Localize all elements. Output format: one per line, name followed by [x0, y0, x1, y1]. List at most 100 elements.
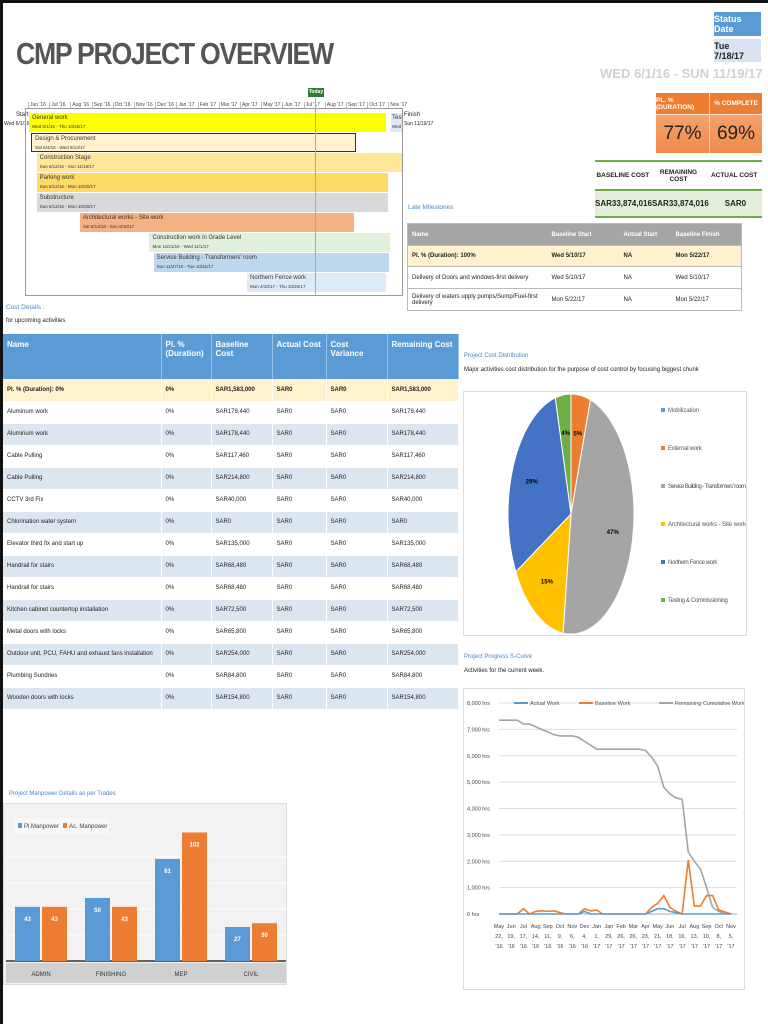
cost-cell: SAR178,440 [387, 401, 459, 424]
cost-cell: Kitchen cabinet countertop installation [3, 599, 162, 622]
late-milestones-table: Name Baseline Start Actual Start Baselin… [407, 223, 742, 311]
cost-cell: SAR0 [272, 621, 327, 644]
month-label: Jan '17 [176, 102, 195, 108]
bar-data-label: 43 [121, 917, 128, 923]
cost-cell: SAR0 [272, 379, 327, 402]
x-tick-label: 18, [666, 934, 674, 940]
legend-swatch [63, 823, 67, 828]
gantt-bar: Construction Stage Sun 6/12/16 - Sun 11/1… [36, 153, 403, 172]
cost-cell: SAR72,500 [387, 599, 459, 622]
cost-cell: Aluminum work [3, 423, 162, 446]
gantt-bar: Substructure Sun 6/12/16 - Mon 10/30/17 [36, 193, 389, 212]
month-label: Nov '16 [134, 102, 153, 108]
pie-data-label: 15% [541, 579, 554, 585]
pie-data-label: 4% [561, 431, 570, 437]
cost-cell: SAR0 [387, 511, 459, 534]
task-name: Service Building - Transformers' room [156, 255, 257, 261]
cost-row: Handrail for stairs 0% SAR68,480 SAR0 SAR0 SA… [3, 577, 459, 600]
x-tick-label: Nov [567, 924, 577, 930]
bar-data-label: 102 [189, 842, 200, 848]
cost-summary: BASELINE COST REMAINING COST ACTUAL COST… [595, 160, 762, 218]
month-label: Aug '16 [70, 102, 90, 108]
x-tick-label: '16 [569, 944, 576, 950]
x-tick-label: 8, [716, 934, 721, 940]
task-dates: Sun 6/12/16 - Mon 10/30/17 [39, 204, 96, 209]
x-tick-label: Mar [629, 924, 639, 930]
progress-s-curve-chart: 0 hrs 1,000 hrs 2,000 hrs 3,000 hrs 4,000 hr… [463, 688, 745, 990]
col-name: Name [3, 334, 162, 379]
task-name: Northern Fence work [249, 275, 307, 281]
gantt-bar: Construction work in Grade Level Mon 11/2… [149, 233, 390, 252]
task-dates: Wed [392, 124, 402, 129]
gantt-bar: General work Wed 6/1/16 - Thu 10/26/17 [29, 113, 386, 132]
gantt-chart: General work Wed 6/1/16 - Thu 10/26/17 Des… [25, 108, 403, 296]
month-label: May '17 [261, 102, 281, 108]
cost-cell: 0% [161, 621, 212, 644]
task-dates: Wed 6/1/16 - Thu 10/26/17 [32, 124, 86, 129]
gantt-bar: Parking work Sun 6/12/16 - Mon 10/30/17 [36, 173, 389, 192]
x-tick-label: Dec [580, 924, 590, 930]
y-tick-label: 6,000 hrs [467, 754, 490, 760]
bar-data-label: 81 [164, 869, 171, 875]
pie-data-label: 29% [526, 480, 539, 486]
col-baseline-cost: Baseline Cost [211, 334, 273, 379]
bar [42, 906, 67, 961]
kpi-value: 77% [656, 115, 709, 153]
cost-cell: SAR0 [326, 643, 388, 666]
x-tick-label: Jan [604, 924, 613, 930]
cost-cell: SAR0 [272, 577, 327, 600]
cost-cell: SAR0 [326, 511, 388, 534]
y-tick-label: 3,000 hrs [467, 833, 490, 839]
cost-cell: SAR117,460 [387, 445, 459, 468]
cost-cell: Handrail for stairs [3, 577, 162, 600]
legend-swatch [661, 484, 665, 488]
x-tick-label: '17 [703, 944, 710, 950]
y-tick-label: 2,000 hrs [467, 859, 490, 865]
bar-data-label: 30 [261, 933, 268, 939]
x-tick-label: 26, [617, 934, 625, 940]
milestone-row: Delivery of Doors and windows-first deli… [407, 266, 742, 289]
x-tick-label: '16 [532, 944, 539, 950]
x-tick-label: Oct [715, 924, 724, 930]
kpi-value: 69% [710, 115, 762, 153]
cost-cell: SAR72,500 [211, 599, 273, 622]
x-tick-label: May [494, 924, 505, 930]
legend-label: Actual Work [530, 701, 560, 707]
cost-cell: 0% [161, 665, 212, 688]
x-tick-label: Jul [520, 924, 527, 930]
x-tick-label: Sep [702, 924, 712, 930]
cost-row: CCTV 3rd Fix 0% SAR40,000 SAR0 SAR0 SAR40,000 [3, 489, 459, 512]
cost-cell: SAR117,460 [211, 445, 273, 468]
col-cost-variance: Cost Variance [326, 334, 388, 379]
milestone-cell: Mon 5/22/17 [547, 288, 620, 311]
cost-cell: 0% [161, 467, 212, 490]
cost-cell: Wooden doors with locks [3, 687, 162, 710]
milestone-cell: Mon 5/22/17 [671, 245, 742, 267]
col-baseline-finish: Baseline Finish [671, 223, 742, 246]
cost-cell: SAR178,440 [387, 423, 459, 446]
x-tick-label: Feb [616, 924, 625, 930]
x-tick-label: '17 [679, 944, 686, 950]
cost-cell: SAR154,800 [387, 687, 459, 710]
cost-cell: SAR0 [326, 533, 388, 556]
x-tick-label: Jun [666, 924, 675, 930]
gantt-finish-label: Finish [404, 112, 421, 118]
series-line-0 [499, 907, 731, 915]
cost-cell: SAR254,000 [211, 643, 273, 666]
gantt-start-date: Wed 6/1/16 [4, 121, 30, 127]
legend-label: Remaining Cumulative Work [675, 701, 745, 707]
legend-swatch [18, 823, 22, 828]
month-label: Jul '16 [49, 102, 66, 108]
cost-cell: SAR84,800 [211, 665, 273, 688]
x-tick-label: 29, [605, 934, 613, 940]
cost-cell: Cable Pulling [3, 467, 162, 490]
page-title: CMP PROJECT OVERVIEW [16, 36, 334, 71]
cost-cell: SAR0 [272, 511, 327, 534]
x-tick-label: '17 [618, 944, 625, 950]
y-tick-label: 4,000 hrs [467, 807, 490, 813]
kpi-percent-complete: % COMPLETE 69% [709, 93, 762, 153]
pie-slice [562, 399, 635, 635]
x-tick-label: '16 [581, 944, 588, 950]
kpi-label: PL. % (DURATION) [656, 93, 709, 115]
month-label: Feb '17 [197, 102, 217, 108]
